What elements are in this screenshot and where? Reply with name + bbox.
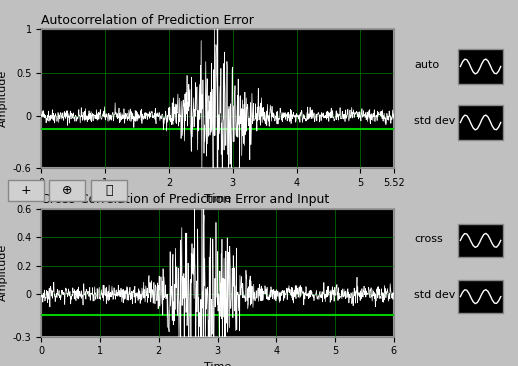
X-axis label: Time: Time [204, 362, 231, 366]
Text: ⊕: ⊕ [62, 184, 73, 197]
FancyBboxPatch shape [8, 180, 44, 201]
Text: +: + [21, 184, 31, 197]
FancyBboxPatch shape [458, 49, 502, 84]
Bar [41, 209, 394, 337]
X-axis label: Time: Time [204, 194, 231, 203]
Text: std dev: std dev [414, 291, 455, 300]
Bar [41, 29, 394, 168]
FancyBboxPatch shape [91, 180, 127, 201]
Text: auto: auto [414, 60, 439, 70]
FancyBboxPatch shape [458, 280, 502, 313]
FancyBboxPatch shape [458, 224, 502, 257]
Text: cross: cross [414, 234, 443, 244]
Y-axis label: Amplitude: Amplitude [0, 70, 7, 127]
FancyBboxPatch shape [458, 105, 502, 140]
Text: Cross-Correlation of Prediction Error and Input: Cross-Correlation of Prediction Error an… [41, 193, 329, 206]
Text: std dev: std dev [414, 116, 455, 126]
Y-axis label: Amplitude: Amplitude [0, 244, 7, 301]
FancyBboxPatch shape [49, 180, 85, 201]
Text: ✋: ✋ [105, 184, 112, 197]
Text: Autocorrelation of Prediction Error: Autocorrelation of Prediction Error [41, 14, 254, 27]
